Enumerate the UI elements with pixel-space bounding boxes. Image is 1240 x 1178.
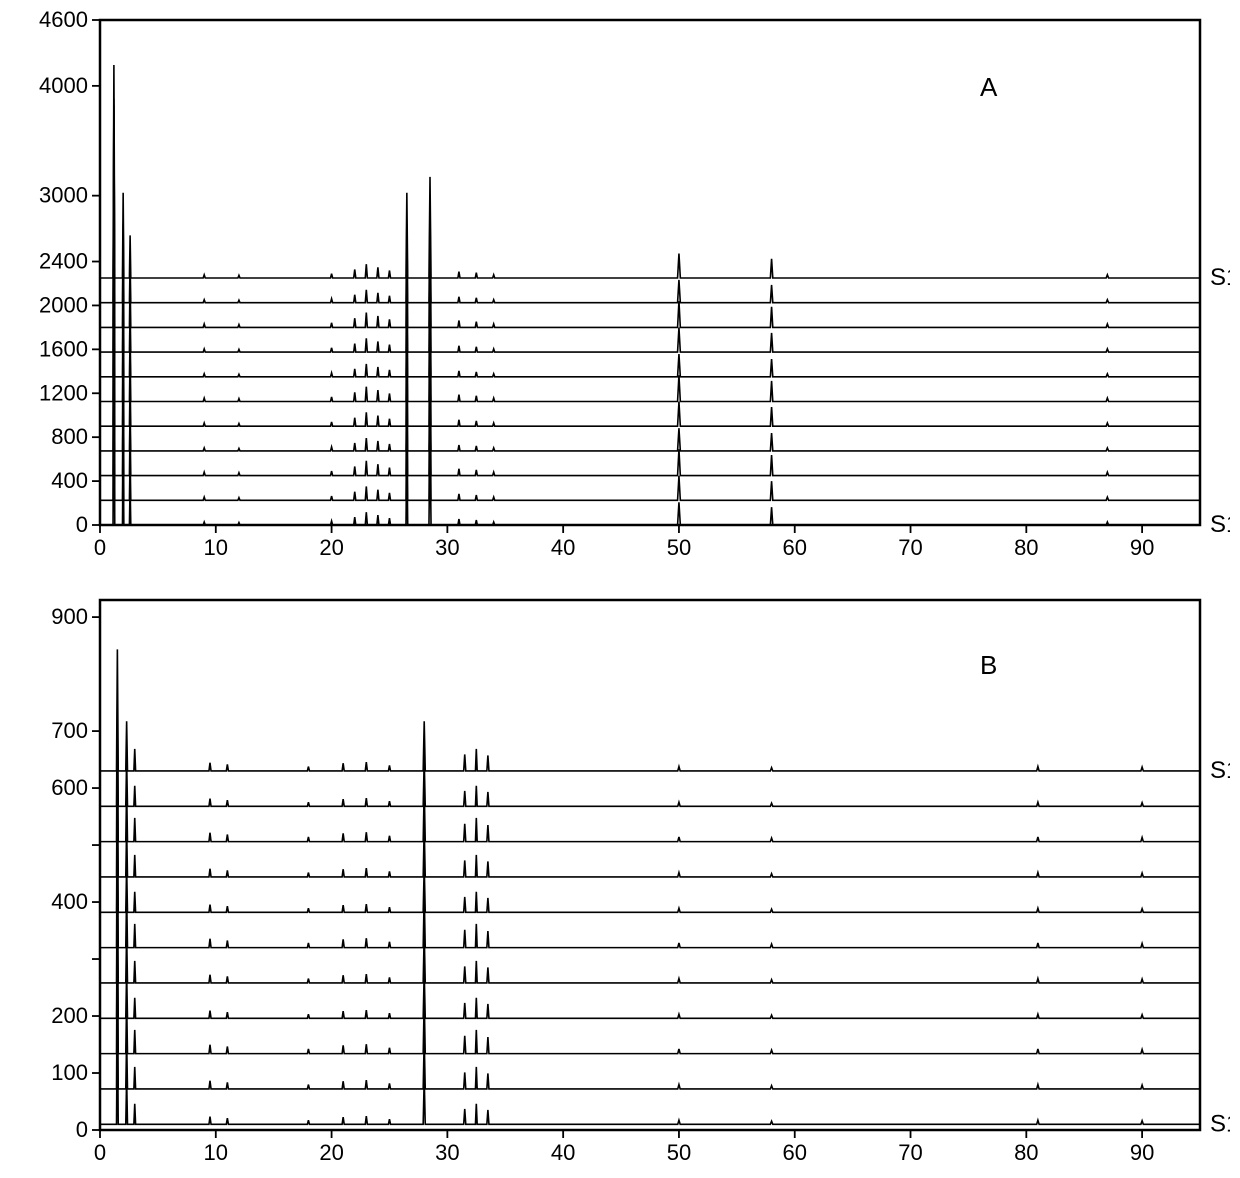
x-tick-label: 40 — [551, 1140, 575, 1165]
x-tick-label: 50 — [667, 1140, 691, 1165]
trace-label-top: S11 — [1210, 264, 1230, 291]
plot-border — [100, 600, 1200, 1130]
x-tick-label: 70 — [898, 535, 922, 560]
y-tick-label: 400 — [51, 889, 88, 914]
x-tick-label: 20 — [319, 1140, 343, 1165]
panel-label: B — [980, 650, 997, 680]
y-tick-label: 900 — [51, 604, 88, 629]
chromatogram-trace — [100, 967, 1200, 1089]
chromatogram-trace — [100, 817, 1200, 947]
chromatogram-trace — [100, 247, 1200, 475]
x-tick-label: 0 — [94, 535, 106, 560]
chromatogram-trace — [100, 861, 1200, 983]
chromatogram-trace — [100, 693, 1200, 806]
x-tick-label: 90 — [1130, 535, 1154, 560]
chromatogram-trace — [100, 923, 1200, 1053]
chromatogram-trace — [100, 711, 1200, 841]
chart-panel-b: 01020304050607080900100200400600700900BS… — [30, 590, 1230, 1170]
x-tick-label: 70 — [898, 1140, 922, 1165]
plot-border — [100, 20, 1200, 525]
chromatogram-trace — [100, 905, 1200, 1018]
chromatogram-trace — [100, 755, 1200, 877]
y-tick-label: 1600 — [39, 336, 88, 361]
chart-panel-a: 0 10 20 30 40 50 60 70 80 90 0 400 800 1200 1600 2000 24… — [30, 10, 1230, 580]
y-tick-label: 700 — [51, 718, 88, 743]
x-tick-label: 30 — [435, 535, 459, 560]
x-tick-label: 80 — [1014, 1140, 1038, 1165]
y-tick-label: 0 — [76, 1117, 88, 1142]
y-tick-label: 0 — [76, 512, 88, 537]
chromatogram-trace — [100, 105, 1200, 303]
chromatogram-trace — [100, 139, 1200, 352]
x-tick-label: 60 — [782, 535, 806, 560]
trace-label-bottom: S1 — [1210, 511, 1230, 538]
trace-label-top: S11 — [1210, 757, 1230, 784]
y-tick-label: 2000 — [39, 292, 88, 317]
chromatogram-trace — [100, 99, 1200, 327]
chromatogram-trace — [100, 287, 1200, 500]
panel-label: A — [980, 72, 998, 102]
y-tick-label: 200 — [51, 1003, 88, 1028]
x-tick-label: 80 — [1014, 535, 1038, 560]
x-tick-label: 0 — [94, 1140, 106, 1165]
y-tick-label: 600 — [51, 775, 88, 800]
y-tick-label: 400 — [51, 468, 88, 493]
y-tick-label: 800 — [51, 424, 88, 449]
x-tick-label: 20 — [319, 535, 343, 560]
chromatogram-trace — [100, 173, 1200, 401]
chromatogram-trace — [100, 1011, 1200, 1124]
chromatogram-trace — [100, 649, 1200, 771]
y-tick-label: 3000 — [39, 183, 88, 208]
x-tick-label: 60 — [782, 1140, 806, 1165]
x-tick-label: 10 — [204, 535, 228, 560]
x-tick-label: 50 — [667, 535, 691, 560]
x-tick-label: 30 — [435, 1140, 459, 1165]
chromatogram-trace — [100, 213, 1200, 426]
x-tick-label: 40 — [551, 535, 575, 560]
y-tick-label: 4600 — [39, 10, 88, 32]
x-tick-label: 90 — [1130, 1140, 1154, 1165]
x-tick-label: 10 — [204, 1140, 228, 1165]
chromatogram-trace — [100, 65, 1200, 278]
chromatogram-trace — [100, 799, 1200, 912]
y-tick-label: 1200 — [39, 380, 88, 405]
y-tick-label: 4000 — [39, 73, 88, 98]
y-tick-label: 100 — [51, 1060, 88, 1085]
trace-label-bottom: S1 — [1210, 1110, 1230, 1137]
y-tick-label: 2400 — [39, 249, 88, 274]
